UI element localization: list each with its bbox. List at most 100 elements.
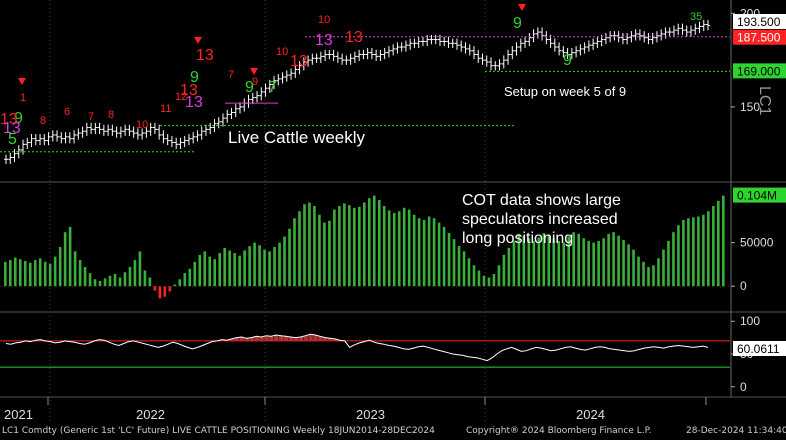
cot-bar [632,249,635,287]
demark-arrow-icon [194,37,202,44]
cot-bar [268,251,271,287]
support-value-tag-box [733,63,786,79]
cot-bar [8,260,12,287]
footer-right: 28-Dec-2024 11:34:40 [686,426,786,436]
cot-bar [323,222,326,287]
rsi-overbought-fill [278,335,284,341]
cot-bar [228,250,231,287]
cot-bar [203,251,207,287]
cot-bar [657,258,660,287]
demark-red-count: 10 [276,46,288,58]
cot-last-value-tag-box [733,187,786,203]
demark-red-count: 12 [175,91,187,103]
cot-bar [477,270,481,287]
rsi-overbought-fill [283,336,289,341]
cot-bar [83,267,87,287]
demark-arrow-icon [18,78,26,85]
rsi-overbought-fill [229,338,235,341]
cot-bar [567,236,571,287]
cot-bar [333,209,336,287]
cot-bar [248,246,251,287]
cot-bar [407,209,411,287]
cot-bar [577,233,581,287]
cot-bar [367,198,371,287]
cot-bar [73,251,77,287]
cot-bar [68,226,72,287]
demark-magenta-count: 13 [185,94,203,111]
rsi-line [5,333,709,362]
rsi-overbought-fill [303,335,308,341]
cot-bar [288,228,291,287]
cot-bar [4,261,7,287]
cot-bar [392,213,396,287]
demark-green-count: 5 [8,131,17,148]
time-axis-label: 2021 [4,407,33,422]
cot-bar [652,265,655,287]
cot-bar [233,253,236,287]
cot-bar [98,280,102,287]
cot-bar [692,217,695,287]
cot-bar [462,251,466,287]
demark-magenta-count: 13 [315,32,333,49]
rsi-overbought-fill [328,338,333,341]
cot-bar [93,279,97,287]
cot-bar [48,263,52,287]
cot-bar [33,260,37,287]
cot-bar [78,260,82,287]
time-axis-label: 2022 [136,407,165,422]
cot-bar [562,242,566,287]
cot-bar [208,256,212,287]
cot-bar [587,240,590,287]
cot-bar [417,218,421,287]
cot-bar [243,250,246,287]
cot-bar [717,200,720,287]
cot-bar [28,262,32,287]
cot-bar [38,258,42,287]
cot-bar [308,202,311,287]
cot-bar [133,260,137,287]
cot-bar [148,277,152,287]
cot-bar [642,261,645,287]
cot-bar [497,265,501,287]
cot-bar [637,256,640,287]
cot-bar [303,204,306,287]
cot-bar [23,260,27,287]
demark-red-count: 10 [136,119,148,131]
cot-bar [687,218,690,287]
cot-bar [278,242,281,287]
rsi-last-value-tag: 60.0611 [737,342,780,356]
cot-bar [467,258,471,287]
demark-green-count: 9 [563,52,572,69]
resistance-value-tag: 187.500 [737,31,781,45]
cot-bar [213,259,217,287]
demark-arrow-icon [250,68,258,75]
rsi-overbought-fill [288,336,294,341]
cot-bar [223,247,226,287]
cot-bar [427,216,431,287]
cot-bar [372,195,376,287]
annotation-setup-week: Setup on week 5 of 9 [504,84,626,99]
footer-bar: LC1 Comdty (Generic 1st 'LC' Future) LIV… [0,424,786,440]
demark-green-count: 9 [513,15,522,32]
cot-bar [532,240,536,287]
cot-bar [113,274,117,287]
cot-bar [273,247,276,287]
cot-bar [158,286,162,299]
rsi-y-tick-label: 100 [740,314,760,328]
rsi-overbought-fill [313,335,318,341]
demark-green-count: 9 [14,110,23,127]
demark-red-count: 13 [0,111,18,128]
rsi-overbought-fill [244,338,250,341]
demark-arrow-icon [518,4,526,11]
cot-bar [492,274,496,287]
cot-bar [452,239,456,287]
cot-bar [88,273,92,287]
cot-bar [472,265,476,287]
cot-bar [537,237,541,287]
cot-bar [507,247,511,287]
cot-bar [707,211,710,287]
cot-bar [542,233,546,287]
cot-bar [457,246,461,287]
cot-bar [18,259,22,287]
resistance-value-tag-box [733,29,786,45]
